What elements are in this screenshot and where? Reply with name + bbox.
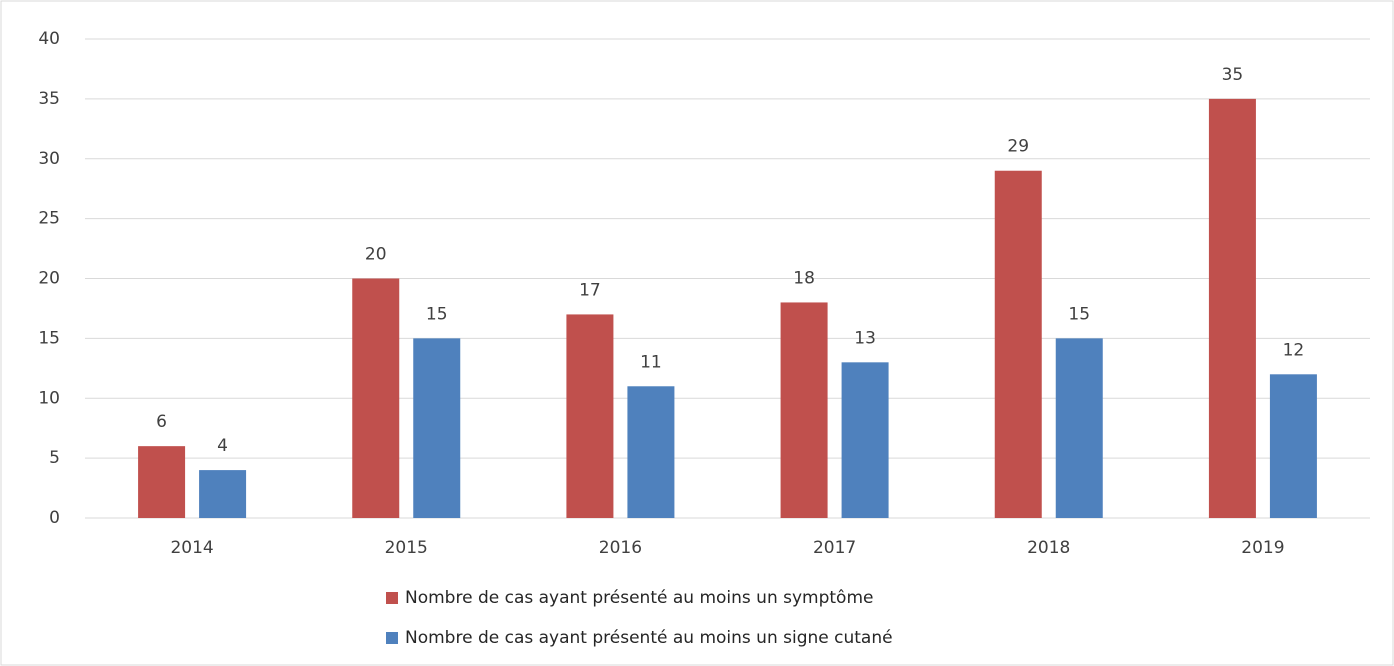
y-tick-label: 15 bbox=[38, 328, 60, 348]
bar bbox=[994, 170, 1042, 518]
value-label: 15 bbox=[1068, 304, 1090, 324]
y-tick-label: 5 bbox=[49, 448, 60, 468]
bar bbox=[1269, 374, 1317, 518]
bar bbox=[413, 338, 461, 518]
bar bbox=[138, 446, 186, 518]
legend-label: Nombre de cas ayant présenté au moins un… bbox=[405, 628, 893, 648]
y-tick-label: 40 bbox=[38, 29, 60, 49]
y-tick-label: 30 bbox=[38, 149, 60, 169]
x-tick-label: 2015 bbox=[385, 538, 428, 558]
value-label: 13 bbox=[854, 328, 876, 348]
x-tick-label: 2014 bbox=[170, 538, 213, 558]
x-tick-label: 2018 bbox=[1027, 538, 1070, 558]
legend-swatch bbox=[386, 632, 398, 644]
bar bbox=[780, 302, 828, 518]
value-label: 12 bbox=[1283, 340, 1305, 360]
legend-swatch bbox=[386, 592, 398, 604]
bar bbox=[199, 470, 247, 518]
value-label: 29 bbox=[1007, 137, 1029, 157]
y-tick-label: 10 bbox=[38, 388, 60, 408]
y-tick-label: 25 bbox=[38, 209, 60, 229]
x-tick-label: 2019 bbox=[1241, 538, 1284, 558]
bar bbox=[1055, 338, 1103, 518]
bar bbox=[352, 278, 400, 518]
value-label: 20 bbox=[365, 245, 387, 265]
x-tick-label: 2017 bbox=[813, 538, 856, 558]
value-label: 11 bbox=[640, 352, 662, 372]
bar bbox=[627, 386, 675, 518]
value-label: 18 bbox=[793, 268, 815, 288]
legend-label: Nombre de cas ayant présenté au moins un… bbox=[405, 588, 873, 608]
bar bbox=[1208, 98, 1256, 518]
value-label: 6 bbox=[156, 412, 167, 432]
bar bbox=[566, 314, 614, 518]
value-label: 35 bbox=[1222, 65, 1244, 85]
y-tick-label: 20 bbox=[38, 269, 60, 289]
bar bbox=[841, 362, 889, 518]
y-tick-label: 35 bbox=[38, 89, 60, 109]
value-label: 17 bbox=[579, 280, 601, 300]
x-tick-label: 2016 bbox=[599, 538, 642, 558]
value-label: 4 bbox=[217, 436, 228, 456]
value-label: 15 bbox=[426, 304, 448, 324]
y-tick-label: 0 bbox=[49, 508, 60, 528]
